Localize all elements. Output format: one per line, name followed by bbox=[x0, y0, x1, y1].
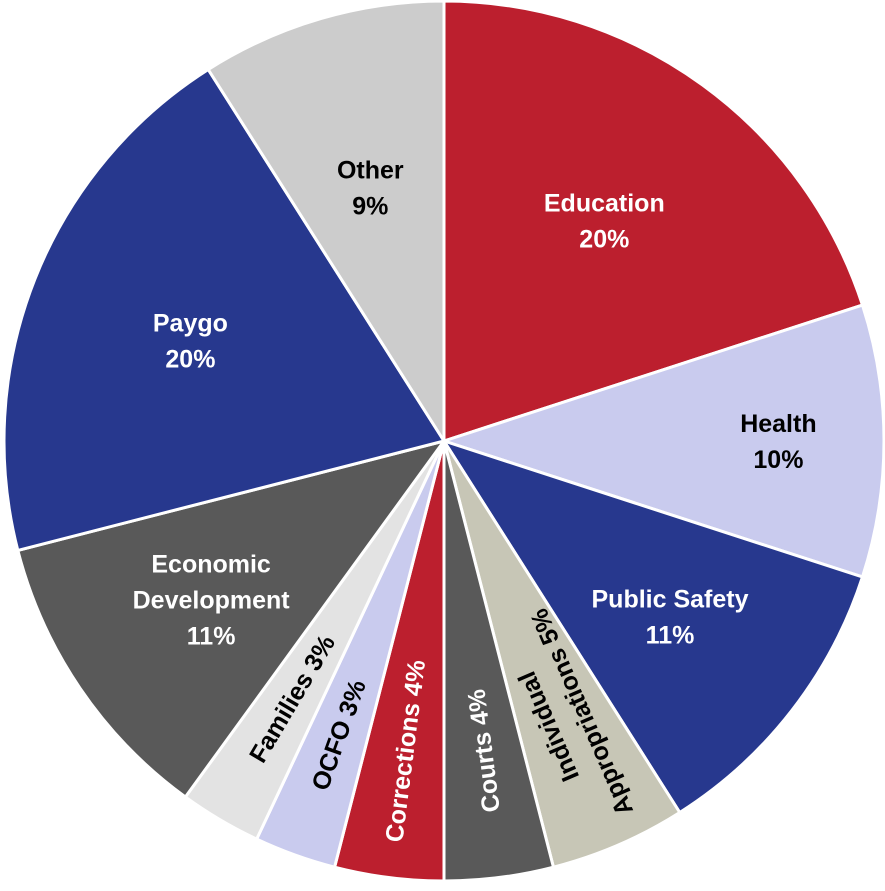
slice-label-public-safety: Public Safety 11% bbox=[592, 585, 749, 649]
pie-slice-other bbox=[206, 0, 446, 443]
slice-label-health: Health 10% bbox=[740, 410, 816, 474]
slice-label-other: Other 9% bbox=[337, 157, 404, 221]
pie-slice-public-safety bbox=[442, 439, 864, 814]
pie-slice-economic-development bbox=[16, 439, 446, 799]
pie-slice-health bbox=[442, 303, 885, 579]
slice-label-economic-development: Economic Development 11% bbox=[133, 550, 291, 650]
slice-label-education: Education 20% bbox=[544, 189, 665, 253]
slice-label-paygo: Paygo 20% bbox=[153, 310, 228, 374]
pie-slice-education bbox=[442, 0, 864, 443]
pie-slice-paygo bbox=[2, 68, 446, 552]
